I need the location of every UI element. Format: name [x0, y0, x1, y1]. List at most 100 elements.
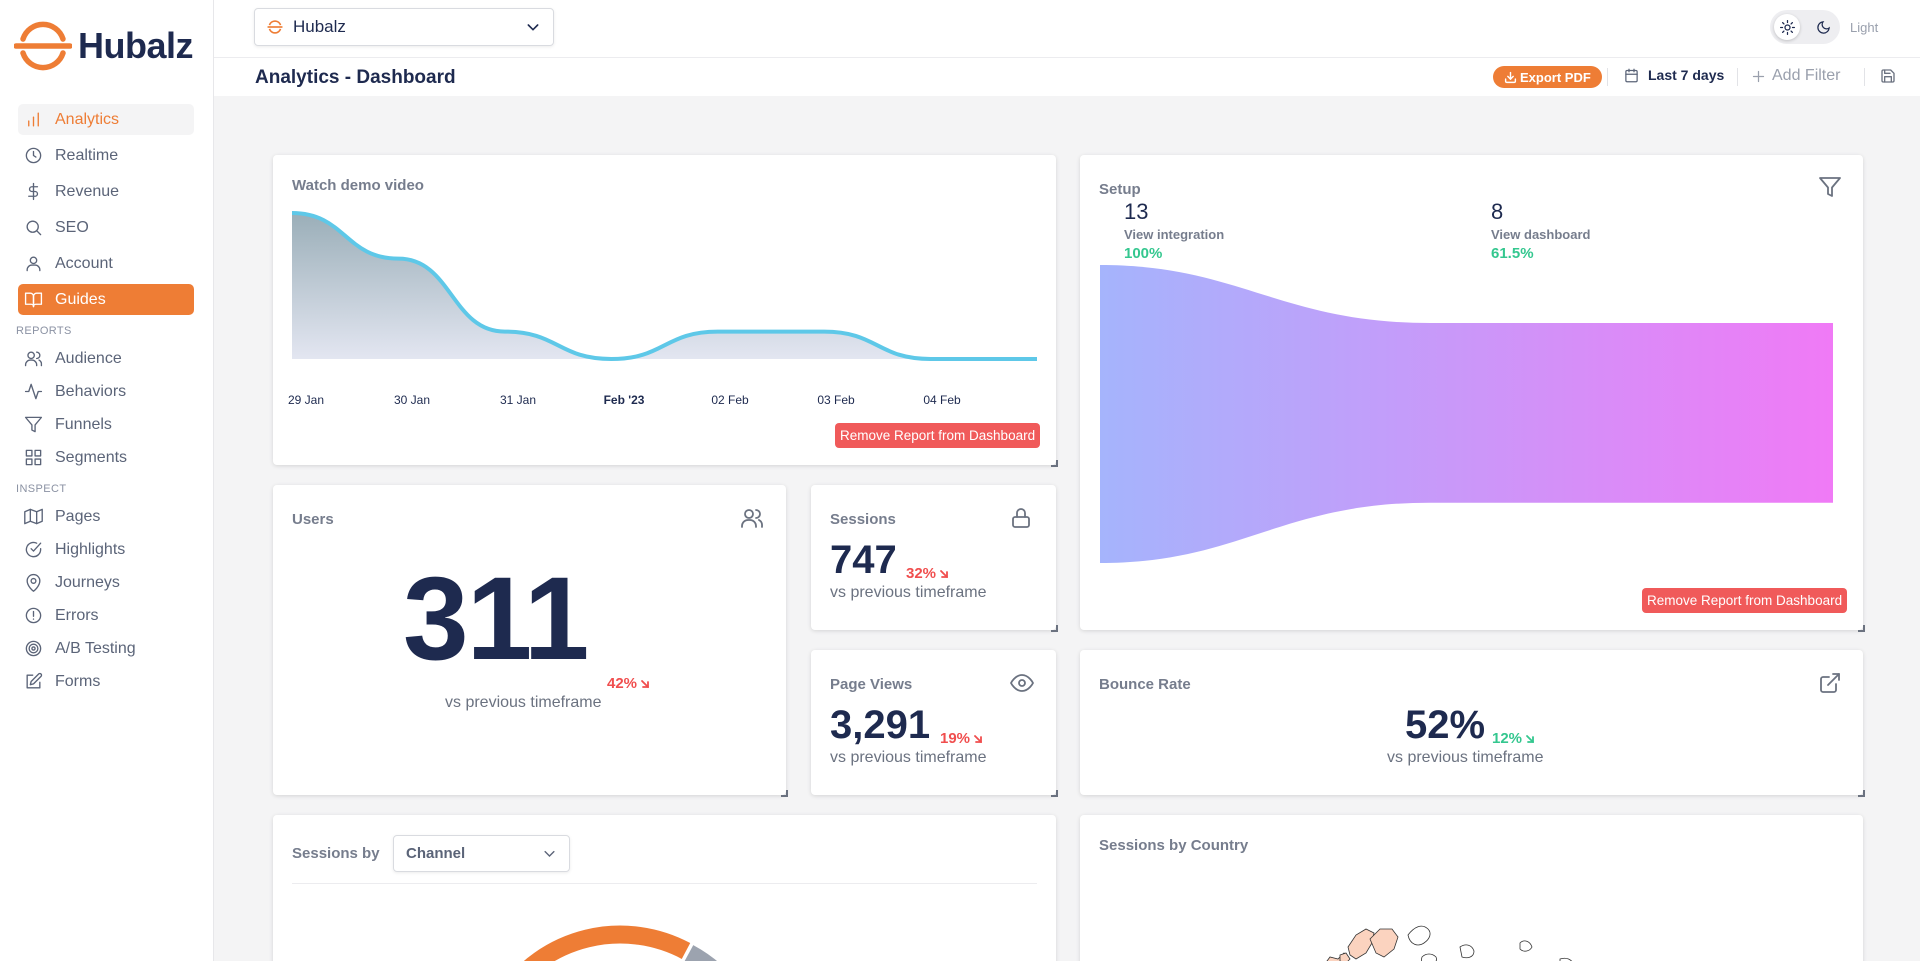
- card-title: Page Views: [830, 676, 913, 693]
- divider: [1607, 68, 1608, 86]
- sidebar: Hubalz Analytics Realtime Revenue SEO Ac…: [0, 0, 214, 961]
- x-tick-label: 04 Feb: [923, 393, 961, 407]
- funnel-step: 8 View dashboard 61.5%: [1491, 199, 1590, 262]
- sidebar-item-funnels[interactable]: Funnels: [18, 409, 194, 440]
- sidebar-item-forms[interactable]: Forms: [18, 666, 194, 697]
- sidebar-item-audience[interactable]: Audience: [18, 343, 194, 374]
- sidebar-item-seo[interactable]: SEO: [18, 212, 194, 243]
- inspect-section-title: INSPECT: [16, 483, 67, 495]
- users-value: 311: [403, 553, 589, 685]
- sessions-delta: 32%: [906, 565, 949, 582]
- bounce-rate-value: 52%: [1405, 703, 1486, 747]
- resize-handle[interactable]: [1051, 790, 1058, 797]
- channel-select[interactable]: Channel: [393, 835, 570, 872]
- sidebar-item-label: Guides: [55, 290, 106, 308]
- card-title: Sessions by: [292, 845, 380, 862]
- resize-handle[interactable]: [781, 790, 788, 797]
- page-views-comparison-label: vs previous timeframe: [830, 749, 987, 766]
- arrow-down-right-icon: [974, 734, 982, 743]
- delta-value: 42%: [607, 675, 638, 692]
- sidebar-item-label: Audience: [55, 349, 122, 367]
- arrow-down-right-icon: [641, 679, 649, 688]
- sidebar-item-label: Journeys: [55, 573, 120, 591]
- external-link-icon[interactable]: [1818, 671, 1842, 700]
- bounce-rate-comparison-label: vs previous timeframe: [1387, 749, 1544, 766]
- reports-section-title: REPORTS: [16, 325, 72, 337]
- alert-circle-icon: [25, 607, 42, 624]
- card-title: Sessions: [830, 511, 896, 528]
- theme-toggle[interactable]: Light: [1770, 10, 1878, 44]
- divider: [292, 883, 1037, 884]
- map-icon: [24, 508, 43, 525]
- sidebar-item-guides[interactable]: Guides: [18, 284, 194, 315]
- sidebar-item-analytics[interactable]: Analytics: [18, 104, 194, 135]
- sessions-value: 747: [830, 538, 897, 582]
- funnel-step-label: View dashboard: [1491, 227, 1591, 242]
- lock-icon: [1009, 506, 1033, 535]
- site-selector[interactable]: Hubalz: [254, 8, 554, 46]
- resize-handle[interactable]: [1858, 625, 1865, 632]
- sidebar-item-behaviors[interactable]: Behaviors: [18, 376, 194, 407]
- bounce-rate-delta: 12%: [1492, 730, 1535, 747]
- moon-icon[interactable]: [1810, 14, 1836, 40]
- sidebar-item-realtime[interactable]: Realtime: [18, 140, 194, 171]
- resize-handle[interactable]: [1051, 460, 1058, 467]
- sidebar-item-revenue[interactable]: Revenue: [18, 176, 194, 207]
- clock-icon: [25, 147, 42, 164]
- theme-toggle-switch[interactable]: [1770, 10, 1840, 44]
- remove-report-button[interactable]: Remove Report from Dashboard: [835, 423, 1041, 448]
- funnel-band: [1100, 265, 1833, 563]
- page-views-value: 3,291: [830, 703, 931, 747]
- page-views-delta: 19%: [940, 730, 983, 747]
- eye-icon: [1009, 671, 1035, 700]
- sessions-card: Sessions 747 32% vs previous timeframe: [811, 485, 1058, 632]
- user-icon: [26, 256, 41, 272]
- card-title: Bounce Rate: [1099, 676, 1191, 693]
- delta-value: 19%: [940, 730, 971, 747]
- resize-handle[interactable]: [1858, 790, 1865, 797]
- export-pdf-button[interactable]: Export PDF: [1493, 66, 1602, 88]
- site-selector-value: Hubalz: [293, 17, 346, 36]
- x-tick-label: 03 Feb: [817, 393, 855, 407]
- add-filter-button[interactable]: Add Filter: [1751, 67, 1840, 85]
- sidebar-item-ab-testing[interactable]: A/B Testing: [18, 633, 194, 664]
- sidebar-item-label: Highlights: [55, 540, 126, 558]
- watch-demo-area-chart: [292, 211, 1037, 362]
- logo[interactable]: Hubalz: [14, 20, 194, 72]
- sidebar-item-highlights[interactable]: Highlights: [18, 534, 194, 565]
- x-tick-label: 29 Jan: [287, 393, 325, 407]
- target-icon: [25, 640, 42, 657]
- delta-value: 32%: [906, 565, 937, 582]
- sidebar-item-account[interactable]: Account: [18, 248, 194, 279]
- arrow-down-right-icon: [940, 569, 948, 578]
- x-tick-label: 31 Jan: [499, 393, 537, 407]
- sidebar-item-journeys[interactable]: Journeys: [18, 567, 194, 598]
- sidebar-item-errors[interactable]: Errors: [18, 600, 194, 631]
- sidebar-item-segments[interactable]: Segments: [18, 442, 194, 473]
- watch-demo-card: Watch demo video 29 Jan 30 Jan 31 Jan Feb '…: [273, 155, 1058, 467]
- card-title: Users: [292, 511, 334, 528]
- edit-icon: [26, 672, 43, 689]
- grid-icon: [25, 449, 42, 466]
- x-tick-label: 30 Jan: [393, 393, 431, 407]
- funnel-step-count: 8: [1491, 199, 1504, 224]
- save-icon[interactable]: [1880, 68, 1896, 89]
- remove-report-button[interactable]: Remove Report from Dashboard: [1642, 588, 1848, 613]
- calendar-icon: [1625, 68, 1638, 82]
- filter-icon[interactable]: [1818, 175, 1842, 204]
- download-icon: [1504, 71, 1517, 83]
- series-line: [292, 211, 1037, 362]
- sidebar-item-pages[interactable]: Pages: [18, 501, 194, 532]
- hubalz-logo-icon: [14, 21, 72, 71]
- resize-handle[interactable]: [1051, 625, 1058, 632]
- sidebar-item-label: Behaviors: [55, 382, 127, 400]
- sidebar-item-label: Segments: [55, 448, 128, 466]
- users-icon: [739, 506, 765, 535]
- date-range-picker[interactable]: Last 7 days: [1624, 67, 1724, 83]
- funnel-step-label: View integration: [1124, 227, 1225, 242]
- sidebar-item-label: Errors: [55, 606, 99, 624]
- dollar-icon: [28, 182, 39, 201]
- top-bar: Hubalz Light: [214, 0, 1920, 58]
- sun-icon[interactable]: [1774, 14, 1800, 40]
- delta-value: 12%: [1492, 730, 1523, 747]
